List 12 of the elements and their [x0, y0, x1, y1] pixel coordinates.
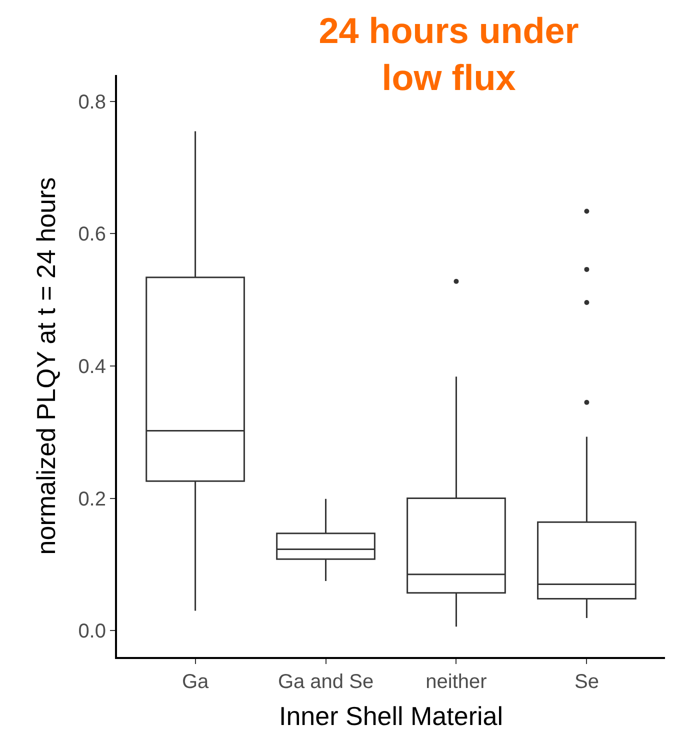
y-tick-label: 0.0	[78, 620, 106, 643]
x-tick-label: Ga	[182, 671, 210, 693]
y-tick-label: 0.8	[78, 91, 106, 114]
x-axis-title: Inner Shell Material	[279, 701, 503, 732]
y-tick-label: 0.4	[78, 356, 106, 378]
x-tick-label: Ga and Se	[278, 671, 374, 693]
y-axis-title: normalized PLQY at t = 24 hours	[31, 177, 62, 555]
chart-title: 24 hours under low flux	[318, 10, 579, 98]
y-tick-label: 0.2	[78, 488, 106, 510]
y-tick-label: 0.6	[78, 224, 106, 246]
x-tick-label: neither	[426, 671, 488, 693]
x-tick-label: Se	[574, 671, 599, 693]
